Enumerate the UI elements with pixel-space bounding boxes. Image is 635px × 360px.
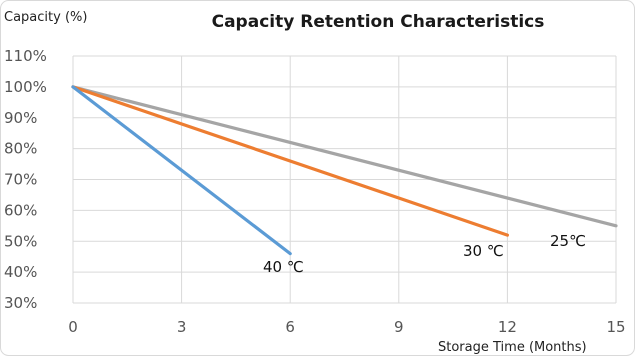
chart-title: Capacity Retention Characteristics <box>212 12 545 32</box>
y-tick-labels: 30% 40% 50% 60% 70% 80% 90% 100% 110% <box>4 47 47 312</box>
y-tick-label: 50% <box>4 232 37 250</box>
y-tick-label: 60% <box>4 201 37 219</box>
x-tick-label: 12 <box>498 318 517 336</box>
x-tick-label: 15 <box>606 318 625 336</box>
y-tick-label: 100% <box>4 78 47 96</box>
series-line <box>71 85 292 256</box>
x-axis-label: Storage Time (Months) <box>438 340 587 355</box>
y-tick-label: 40% <box>4 263 37 281</box>
y-axis-label: Capacity (%) <box>4 10 87 25</box>
x-tick-label: 9 <box>394 318 404 336</box>
x-tick-label: 3 <box>177 318 187 336</box>
series-lines <box>71 85 618 256</box>
y-tick-label: 80% <box>4 140 37 158</box>
series-label-40c: 40 ℃ <box>263 258 304 276</box>
series-line <box>71 85 618 228</box>
x-tick-label: 6 <box>285 318 295 336</box>
y-tick-label: 30% <box>4 294 37 312</box>
y-tick-label: 110% <box>4 47 47 65</box>
series-line <box>71 85 509 237</box>
series-label-25c: 25℃ <box>550 232 586 250</box>
series-label-30c: 30 ℃ <box>463 242 504 260</box>
y-tick-label: 70% <box>4 171 37 189</box>
y-tick-label: 90% <box>4 109 37 127</box>
x-tick-labels: 0 3 6 9 12 15 <box>68 318 625 336</box>
x-tick-label: 0 <box>68 318 78 336</box>
